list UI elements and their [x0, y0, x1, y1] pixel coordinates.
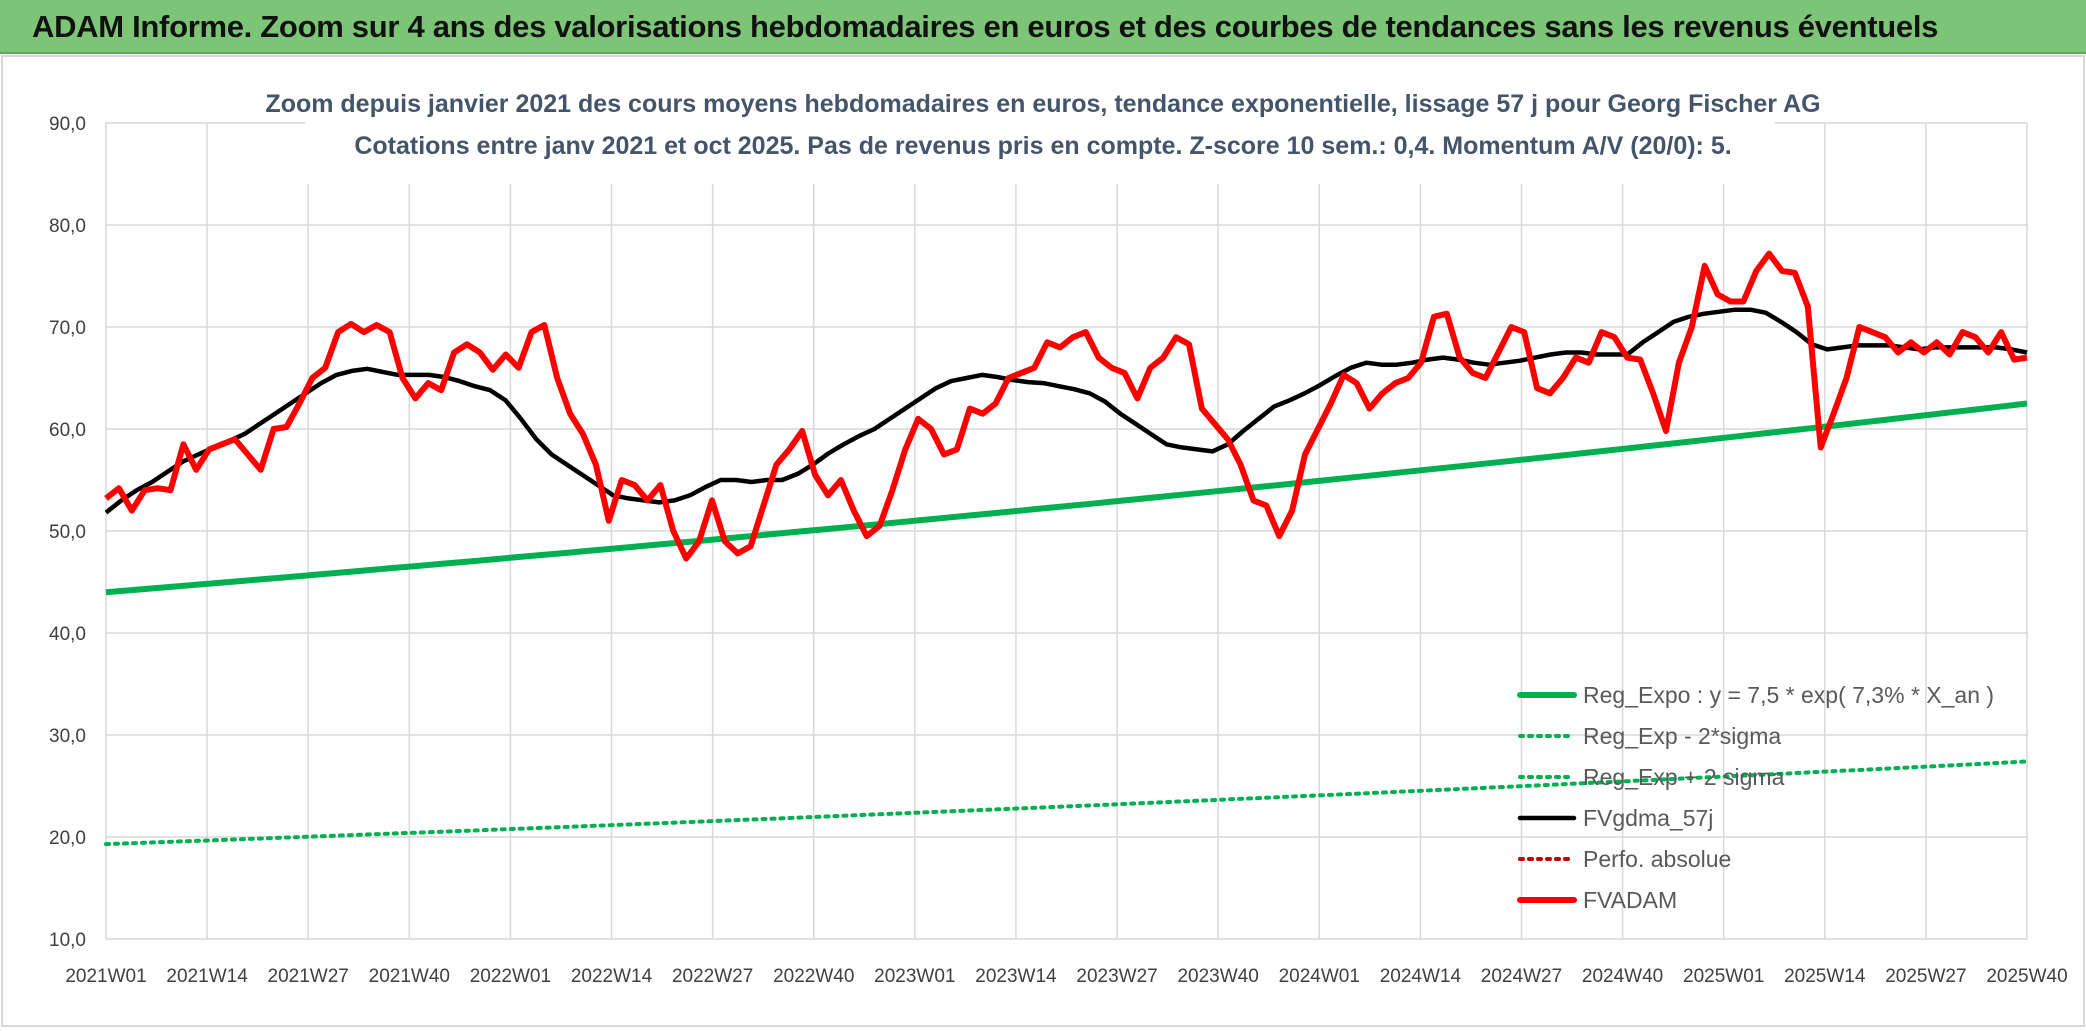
x-tick-label: 2022W40	[773, 966, 854, 987]
x-tick-label: 2021W01	[65, 966, 146, 987]
report-banner: ADAM Informe. Zoom sur 4 ans des valoris…	[0, 0, 2086, 54]
legend-label: Reg_Exp - 2*sigma	[1583, 723, 1781, 749]
legend: Reg_Expo : y = 7,5 * exp( 7,3% * X_an ) R…	[1517, 682, 1994, 913]
x-tick-label: 2025W27	[1885, 966, 1966, 987]
series-reg-expo	[105, 400, 2028, 596]
x-tick-label: 2022W14	[571, 966, 653, 987]
y-tick-label: 40,0	[49, 624, 86, 645]
series-fvgdma-57j	[104, 307, 2028, 515]
y-tick-label: 70,0	[49, 318, 86, 339]
x-tick-label: 2021W40	[369, 966, 450, 987]
legend-label: FVgdma_57j	[1583, 805, 1713, 831]
x-tick-label: 2025W14	[1784, 966, 1866, 987]
chart-subtitle: Cotations entre janv 2021 et oct 2025. P…	[354, 132, 1731, 160]
x-tick-label: 2025W40	[1986, 966, 2067, 987]
chart-frame	[1, 55, 2085, 1027]
x-axis-ticks: 2021W01 2021W14 2021W27 2021W40 2022W01 2022W…	[65, 966, 2067, 987]
y-tick-label: 20,0	[49, 828, 86, 849]
x-tick-label: 2023W14	[975, 966, 1057, 987]
legend-label: Reg_Exp + 2 sigma	[1583, 764, 1785, 790]
x-tick-label: 2023W01	[874, 966, 955, 987]
x-tick-label: 2021W14	[166, 966, 248, 987]
series-fvadam	[104, 250, 2028, 562]
x-tick-label: 2023W27	[1076, 966, 1157, 987]
x-tick-label: 2022W27	[672, 966, 753, 987]
chart-titles: Zoom depuis janvier 2021 des cours moyen…	[265, 74, 1821, 184]
x-tick-label: 2024W14	[1380, 966, 1462, 987]
x-tick-label: 2024W40	[1582, 966, 1663, 987]
x-tick-label: 2023W40	[1177, 966, 1258, 987]
legend-label: Reg_Expo : y = 7,5 * exp( 7,3% * X_an )	[1583, 682, 1994, 708]
title-mask	[305, 74, 1775, 184]
gridlines	[105, 122, 2028, 940]
chart: 10,0 20,0 30,0 40,0 50,0 60,0 70,0 80,0 90,0 202…	[1, 55, 2085, 1027]
series-layer	[104, 250, 2029, 847]
banner-title: ADAM Informe. Zoom sur 4 ans des valoris…	[32, 9, 1939, 44]
legend-label: Perfo. absolue	[1583, 846, 1731, 872]
x-tick-label: 2024W27	[1481, 966, 1562, 987]
series-reg-exp-minus-2sigma	[104, 759, 2029, 847]
x-tick-label: 2021W27	[268, 966, 349, 987]
x-tick-label: 2025W01	[1683, 966, 1764, 987]
x-tick-label: 2022W01	[470, 966, 551, 987]
plot-area	[104, 250, 2029, 847]
y-tick-label: 90,0	[49, 114, 86, 135]
y-tick-label: 50,0	[49, 522, 86, 543]
legend-label: FVADAM	[1583, 887, 1677, 913]
y-tick-label: 30,0	[49, 726, 86, 747]
y-axis-ticks: 10,0 20,0 30,0 40,0 50,0 60,0 70,0 80,0 90,0	[49, 114, 86, 951]
y-tick-label: 80,0	[49, 216, 86, 237]
x-tick-label: 2024W01	[1279, 966, 1360, 987]
y-tick-label: 10,0	[49, 930, 86, 951]
y-tick-label: 60,0	[49, 420, 86, 441]
chart-title: Zoom depuis janvier 2021 des cours moyen…	[265, 90, 1820, 118]
